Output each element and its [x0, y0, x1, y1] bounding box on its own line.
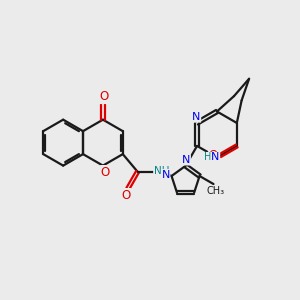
Text: O: O [122, 189, 131, 202]
Text: NH: NH [154, 166, 169, 176]
Text: O: O [209, 149, 218, 162]
Text: N: N [161, 169, 170, 179]
Text: O: O [99, 91, 108, 103]
Text: O: O [100, 166, 110, 178]
Text: N: N [211, 152, 220, 162]
Text: CH₃: CH₃ [207, 185, 225, 196]
Text: N: N [182, 155, 190, 165]
Text: H: H [204, 152, 212, 162]
Text: N: N [192, 112, 201, 122]
